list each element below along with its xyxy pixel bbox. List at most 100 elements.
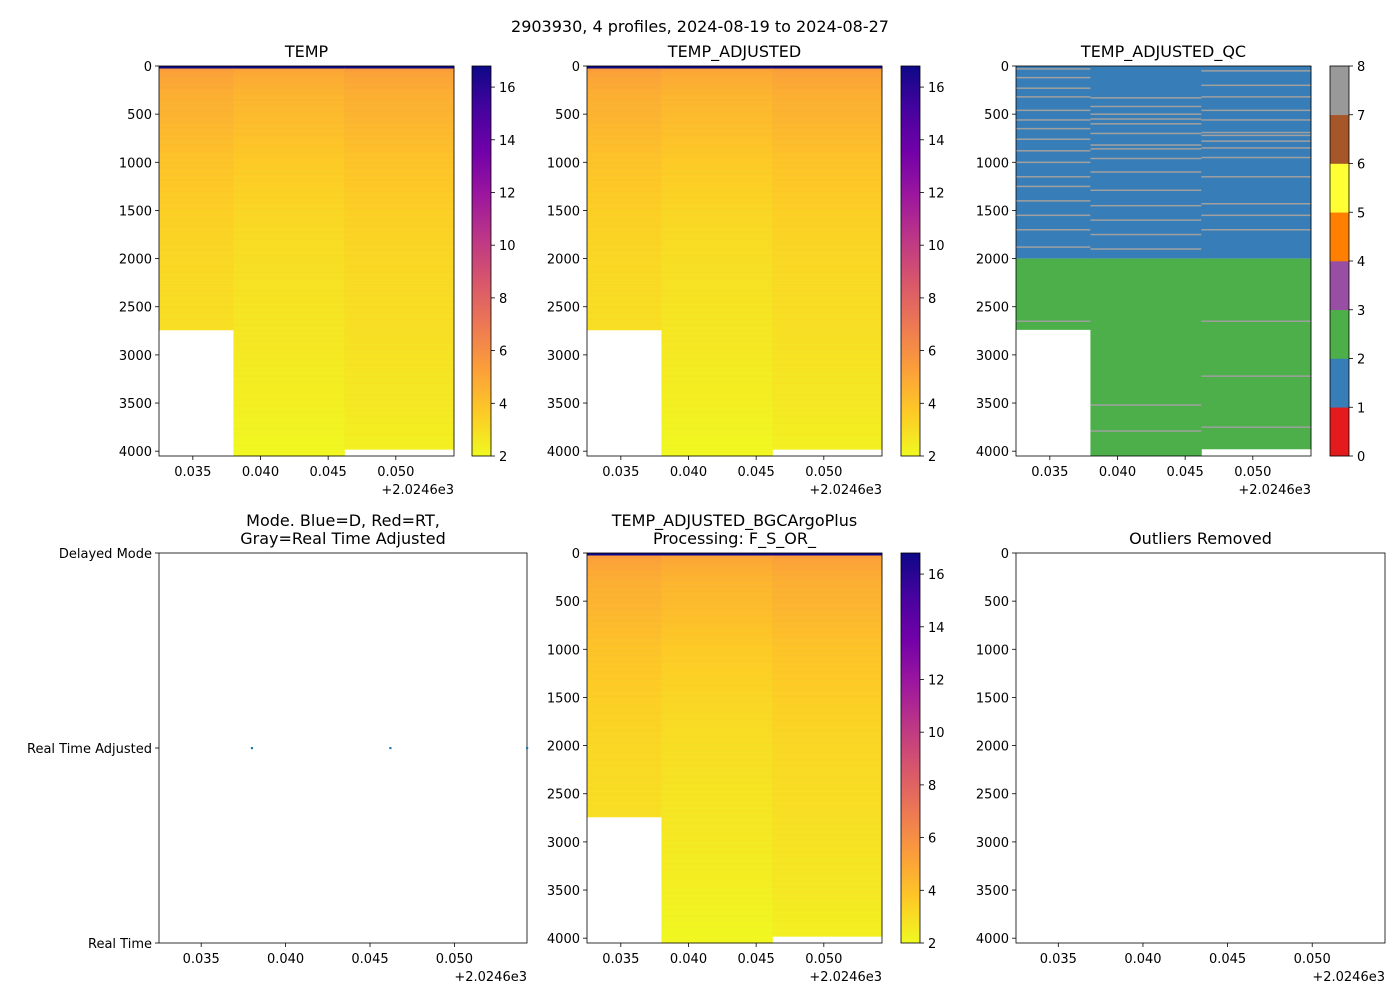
heatmap-cell: [661, 917, 773, 920]
mode-point: [526, 747, 529, 750]
heatmap-cell: [772, 787, 883, 791]
heatmap-cell: [344, 279, 455, 283]
heatmap-cell: [661, 110, 773, 113]
heatmap-cell: [233, 281, 345, 285]
heatmap-cell: [661, 430, 773, 433]
heatmap-cell: [661, 424, 773, 427]
heatmap-cell: [587, 610, 662, 614]
heatmap-cell: [661, 352, 773, 356]
heatmap-cell: [587, 299, 662, 302]
heatmap-cell: [661, 818, 773, 822]
heatmap-cell: [344, 322, 455, 325]
heatmap-cell: [661, 761, 773, 764]
heatmap-cell: [661, 793, 773, 797]
qc-cell-flag-8: [1016, 119, 1091, 121]
heatmap-cell: [344, 98, 455, 102]
heatmap-cell: [233, 206, 345, 209]
heatmap-cell: [587, 121, 662, 125]
heatmap-cell: [233, 447, 345, 450]
heatmap-cell: [661, 152, 773, 155]
heatmap-cell: [587, 770, 662, 773]
y-tick-label: 2500: [547, 301, 580, 316]
x-tick-label: 0.040: [267, 952, 304, 967]
qc-cell-flag-8: [1201, 156, 1311, 159]
heatmap-cell: [661, 119, 773, 123]
y-tick-label: 2500: [976, 301, 1009, 316]
heatmap-cell: [772, 907, 883, 910]
heatmap-cell: [772, 69, 883, 73]
heatmap-cell: [772, 391, 883, 394]
heatmap-cell: [772, 895, 883, 899]
heatmap-cell: [772, 306, 883, 310]
heatmap-cell: [772, 764, 883, 768]
y-tick-label: 1500: [976, 691, 1009, 706]
heatmap-cell: [772, 322, 883, 325]
heatmap-cell: [233, 94, 345, 98]
heatmap-cell: [587, 805, 662, 808]
heatmap-cell: [661, 171, 773, 175]
qc-cell-flag-8: [1016, 76, 1091, 79]
heatmap-cell: [661, 71, 773, 75]
heatmap-cell: [661, 649, 773, 652]
heatmap-cell: [587, 258, 662, 261]
heatmap-cell: [772, 847, 883, 850]
heatmap-cell: [661, 81, 773, 84]
heatmap-cell: [344, 264, 455, 267]
heatmap-cell: [661, 922, 773, 926]
heatmap-cell: [772, 79, 883, 82]
heatmap-cell: [233, 85, 345, 88]
heatmap-cell: [344, 258, 455, 261]
heatmap-cell: [587, 116, 662, 119]
heatmap-cell: [772, 239, 883, 242]
heatmap-cell: [772, 697, 883, 700]
heatmap-cell: [661, 379, 773, 383]
heatmap-cell: [344, 262, 455, 265]
heatmap-cell: [159, 73, 234, 77]
y-tick-label: 4000: [119, 445, 152, 460]
heatmap-cell: [661, 764, 773, 768]
heatmap-cell: [772, 726, 883, 729]
heatmap-cell: [159, 141, 234, 144]
qc-cell-flag-8: [1016, 229, 1091, 231]
panel-title: TEMP_ADJUSTED_QC: [1080, 42, 1246, 62]
heatmap-cell: [587, 705, 662, 708]
heatmap-cell: [772, 606, 883, 610]
qc-cell-flag-8: [1016, 161, 1091, 164]
heatmap-cell: [233, 443, 345, 446]
heatmap-surface-cell: [159, 66, 234, 69]
heatmap-cell: [772, 674, 883, 677]
heatmap-cell: [772, 318, 883, 321]
heatmap-cell: [233, 250, 345, 254]
heatmap-cell: [661, 909, 773, 912]
heatmap-cell: [661, 639, 773, 642]
heatmap-cell: [661, 133, 773, 136]
heatmap-cell: [587, 761, 662, 764]
heatmap-cell: [772, 695, 883, 698]
heatmap-cell: [159, 175, 234, 179]
heatmap-cell: [772, 289, 883, 292]
heatmap-cell: [344, 158, 455, 161]
heatmap-cell: [772, 414, 883, 417]
heatmap-cell: [344, 272, 455, 275]
heatmap-cell: [233, 270, 345, 273]
heatmap-cell: [661, 940, 773, 943]
heatmap-cell: [661, 69, 773, 73]
x-tick-label: 0.040: [670, 952, 707, 967]
heatmap-cell: [233, 162, 345, 165]
heatmap-cell: [772, 100, 883, 103]
heatmap-cell: [233, 441, 345, 444]
heatmap-cell: [661, 433, 773, 437]
heatmap-cell: [587, 624, 662, 627]
heatmap-cell: [661, 216, 773, 219]
heatmap-cell: [772, 362, 883, 365]
heatmap-cell: [344, 179, 455, 182]
qc-cell-flag-8: [1016, 185, 1091, 188]
heatmap-cell: [661, 897, 773, 901]
heatmap-cell: [587, 306, 662, 310]
heatmap-cell: [233, 379, 345, 383]
heatmap-cell: [587, 685, 662, 689]
heatmap-cell: [772, 279, 883, 283]
heatmap-cell: [344, 193, 455, 196]
heatmap-surface-cell: [344, 66, 454, 69]
heatmap-cell: [233, 279, 345, 283]
